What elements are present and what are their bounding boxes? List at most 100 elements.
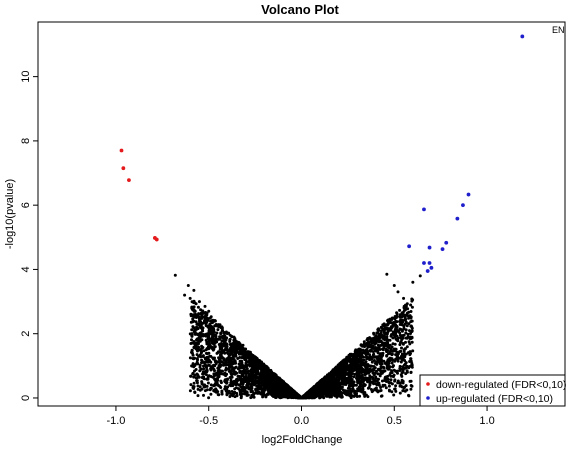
background-point	[260, 390, 264, 394]
background-point	[242, 377, 245, 381]
background-point	[191, 372, 195, 376]
background-point	[387, 380, 391, 384]
background-point	[257, 365, 261, 369]
background-point	[209, 375, 213, 378]
background-point	[320, 394, 324, 397]
background-point	[211, 327, 215, 331]
background-point	[381, 327, 385, 331]
background-point	[393, 379, 397, 383]
background-point	[247, 355, 251, 359]
background-point	[382, 366, 386, 370]
background-point	[350, 353, 354, 357]
background-point	[274, 395, 277, 398]
background-point	[238, 370, 242, 374]
background-point	[401, 311, 405, 314]
background-point	[219, 381, 223, 385]
background-point	[222, 372, 226, 376]
background-point	[198, 363, 202, 367]
background-point	[192, 309, 196, 313]
background-point	[351, 369, 355, 373]
background-point	[196, 384, 200, 388]
background-point	[338, 389, 342, 393]
background-point	[200, 344, 204, 348]
background-point	[347, 376, 351, 380]
background-point	[356, 370, 360, 374]
background-point	[214, 339, 218, 343]
background-point	[400, 380, 404, 384]
background-point	[219, 342, 223, 346]
background-point	[209, 315, 213, 319]
background-point	[382, 346, 386, 350]
background-point	[234, 365, 238, 369]
background-point	[338, 381, 341, 385]
background-point	[374, 335, 378, 339]
background-point	[355, 367, 359, 371]
background-point	[250, 370, 254, 374]
background-point	[206, 337, 210, 340]
background-point	[204, 351, 208, 355]
background-point	[225, 389, 229, 393]
background-point	[196, 358, 199, 362]
background-point	[211, 348, 215, 352]
background-point	[240, 374, 244, 378]
background-point	[240, 359, 244, 363]
background-point	[276, 379, 279, 383]
background-point	[353, 389, 357, 393]
background-point	[372, 332, 376, 336]
background-point	[206, 381, 210, 385]
background-point	[220, 351, 224, 355]
background-point	[357, 372, 361, 376]
background-point	[376, 372, 380, 376]
background-point	[191, 317, 195, 321]
background-point	[379, 372, 383, 376]
background-point	[221, 369, 224, 373]
background-point	[392, 333, 396, 337]
background-point	[377, 360, 381, 364]
background-point	[346, 386, 350, 390]
background-point	[333, 366, 337, 370]
background-point	[358, 387, 362, 391]
background-point	[223, 351, 227, 355]
background-point	[202, 367, 206, 371]
background-point	[398, 356, 402, 360]
background-point	[244, 374, 248, 378]
background-point	[371, 353, 375, 357]
background-point	[269, 385, 273, 389]
background-point	[208, 343, 212, 347]
background-point	[216, 378, 220, 382]
background-point	[398, 315, 402, 319]
background-point	[189, 383, 193, 387]
background-point	[403, 347, 407, 351]
background-point	[378, 348, 382, 351]
background-point	[407, 316, 411, 320]
background-point	[364, 351, 368, 355]
background-point	[373, 387, 377, 391]
background-point	[365, 357, 369, 361]
background-point	[251, 394, 255, 398]
background-point	[231, 354, 235, 358]
background-point	[330, 372, 334, 376]
background-point	[374, 339, 378, 343]
background-point	[400, 315, 404, 319]
background-point	[224, 366, 228, 370]
background-point	[281, 386, 285, 390]
background-point	[226, 357, 230, 360]
background-point	[261, 362, 265, 366]
background-point	[196, 305, 200, 309]
background-point	[391, 330, 395, 334]
background-point	[374, 375, 378, 379]
background-point	[235, 344, 239, 348]
background-point	[347, 354, 351, 358]
background-point	[368, 336, 372, 340]
background-points	[188, 297, 415, 400]
background-point	[225, 351, 229, 355]
background-point	[394, 319, 398, 323]
background-point	[278, 378, 282, 382]
background-point	[229, 378, 233, 382]
background-point	[379, 389, 383, 392]
background-point	[377, 339, 381, 342]
background-point	[403, 389, 407, 393]
background-point	[230, 334, 233, 338]
background-point	[407, 393, 410, 397]
background-point	[324, 390, 328, 394]
